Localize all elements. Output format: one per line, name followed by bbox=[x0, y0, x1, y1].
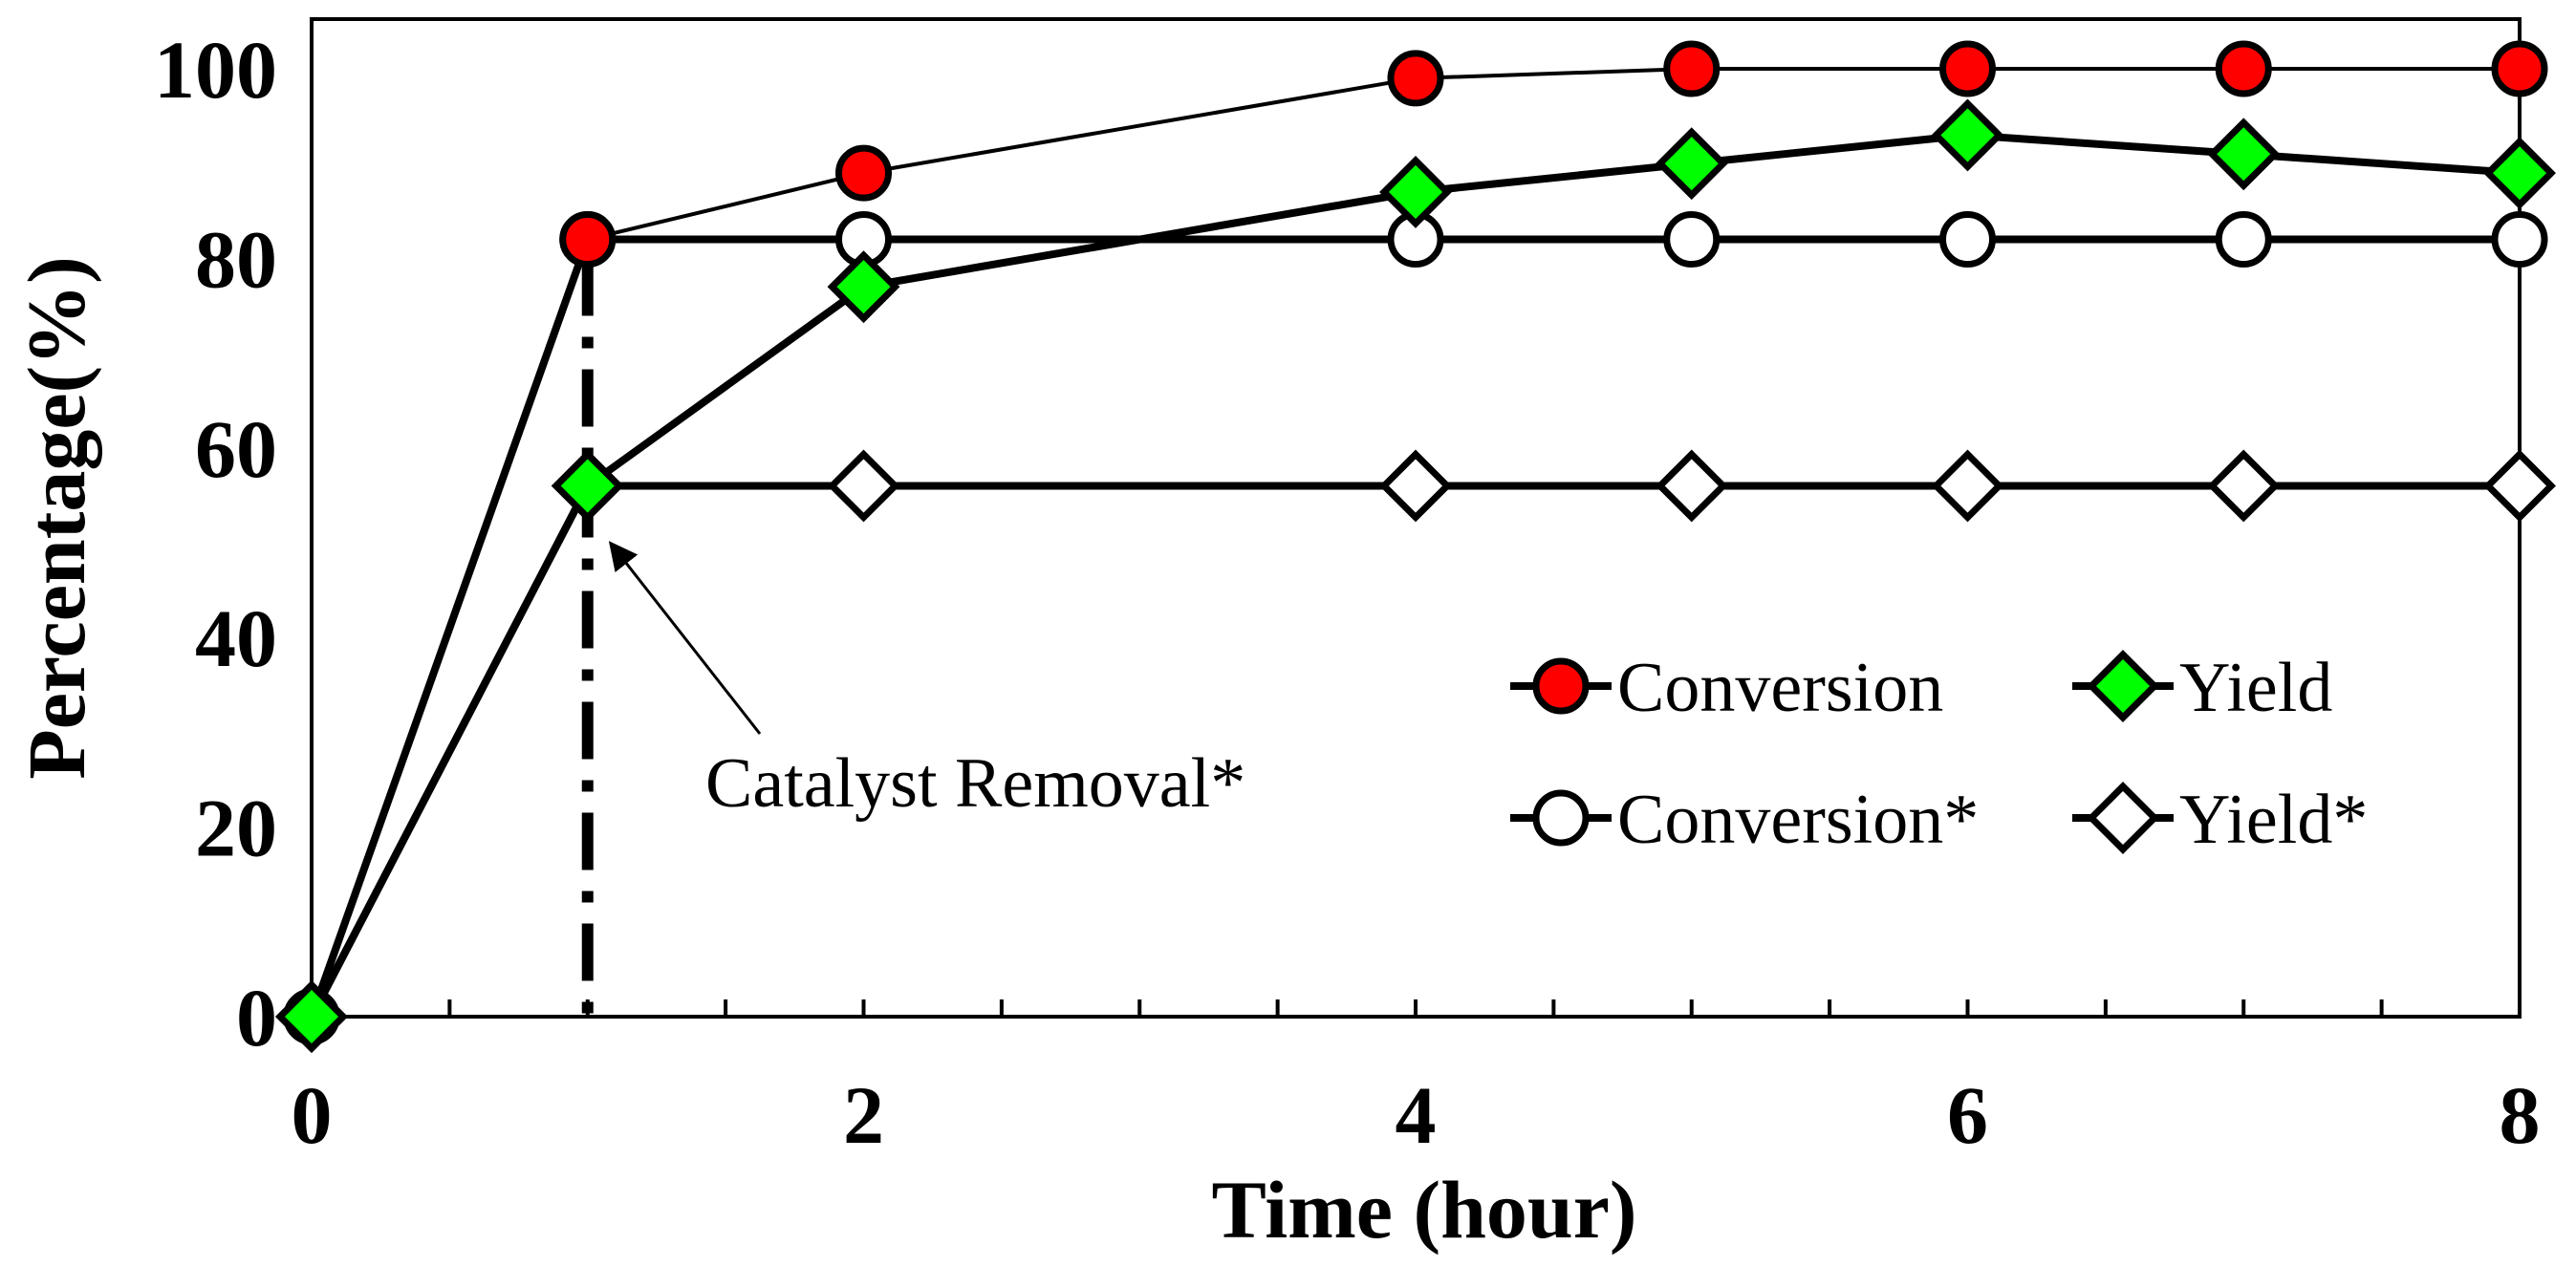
data-point-conversion-star bbox=[1663, 211, 1721, 268]
annotation-arrow bbox=[608, 541, 762, 735]
series-line-yield bbox=[308, 131, 2521, 1019]
data-point-yield bbox=[1379, 156, 1452, 228]
data-point-conversion bbox=[1939, 40, 1996, 97]
data-point-conversion bbox=[835, 144, 892, 202]
legend-label-yield: Yield bbox=[2179, 649, 2332, 727]
y-tick-label: 20 bbox=[195, 783, 277, 874]
x-tick-label: 8 bbox=[2500, 1069, 2541, 1161]
data-point-yield bbox=[2483, 137, 2556, 210]
y-tick-labels: 0 20 40 60 80 100 bbox=[154, 24, 277, 1063]
legend-label-conversion-star: Conversion* bbox=[1617, 781, 1979, 859]
series-markers bbox=[275, 40, 2556, 1053]
data-point-conversion bbox=[2215, 40, 2272, 97]
data-point-conversion-star bbox=[2215, 211, 2272, 268]
data-point-yield bbox=[827, 250, 900, 324]
y-tick-label: 0 bbox=[236, 972, 277, 1063]
data-point-conversion bbox=[2491, 40, 2548, 97]
data-point-yield-star bbox=[1931, 449, 2004, 523]
annotation-label: Catalyst Removal* bbox=[705, 744, 1245, 823]
y-tick-label: 60 bbox=[195, 403, 277, 495]
data-point-yield-star bbox=[1655, 449, 1728, 523]
data-point-yield bbox=[551, 449, 624, 523]
x-tick-label: 0 bbox=[292, 1069, 333, 1161]
x-tick-label: 6 bbox=[1947, 1069, 1988, 1161]
legend-label-yield-star: Yield* bbox=[2179, 781, 2368, 859]
y-tick-label: 100 bbox=[154, 24, 277, 116]
data-point-conversion-star bbox=[1939, 211, 1996, 268]
series-line-conversion bbox=[310, 67, 2520, 1018]
x-tick-labels: 0 2 4 6 8 bbox=[292, 1069, 2541, 1161]
x-tick-label: 4 bbox=[1396, 1069, 1437, 1161]
x-axis-title: Time (hour) bbox=[1211, 1164, 1636, 1256]
series-lines bbox=[308, 67, 2521, 1019]
series-line-yield-star bbox=[308, 482, 2520, 1019]
data-point-yield bbox=[1931, 98, 2004, 172]
legend-label-conversion: Conversion bbox=[1617, 649, 1943, 727]
data-point-yield-star bbox=[827, 449, 900, 523]
minor-ticks bbox=[447, 999, 2384, 1017]
y-tick-label: 40 bbox=[195, 592, 277, 684]
data-point-conversion-star bbox=[2491, 211, 2548, 268]
legend: Conversion Yield Conversion* Yield* bbox=[1510, 649, 2368, 859]
data-point-yield bbox=[2207, 118, 2281, 191]
annotation: Catalyst Removal* bbox=[581, 258, 1245, 1017]
legend-marker-conversion-star bbox=[1532, 789, 1590, 847]
legend-marker-yield-star bbox=[2087, 782, 2159, 854]
y-axis-title: Percentage(%) bbox=[11, 256, 102, 780]
legend-marker-yield bbox=[2087, 650, 2159, 722]
legend-marker-conversion bbox=[1532, 657, 1590, 715]
data-point-conversion bbox=[1663, 40, 1721, 97]
data-point-conversion bbox=[1387, 50, 1444, 107]
data-point-yield-star bbox=[2483, 449, 2556, 523]
x-tick-label: 2 bbox=[843, 1069, 884, 1161]
data-point-conversion bbox=[559, 211, 617, 268]
data-point-yield-star bbox=[2207, 449, 2281, 523]
data-point-yield bbox=[275, 980, 348, 1053]
data-point-yield-star bbox=[1379, 449, 1452, 523]
data-point-yield bbox=[1655, 127, 1728, 201]
y-tick-label: 80 bbox=[195, 213, 277, 305]
series-line-conversion-star bbox=[308, 235, 2520, 1019]
